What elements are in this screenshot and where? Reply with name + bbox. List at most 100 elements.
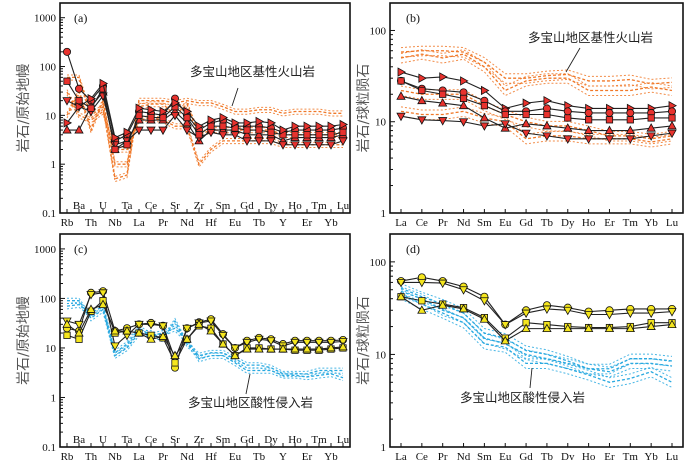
data-point-triangle-up [458,303,469,313]
x-tick-label: Tb [541,451,554,460]
data-point-square [195,131,203,139]
data-point-square [339,128,347,136]
field-band-line [400,45,673,80]
data-point-triangle-up [74,328,84,337]
x-tick-label: Hf [205,217,217,229]
field-annotation: 多宝山地区基性火山岩 [528,30,653,45]
data-point-triangle-down [625,135,635,144]
field-line-field-2 [400,53,673,92]
x-tick-label: Ce [145,434,157,446]
data-point-triangle-up [521,118,531,128]
data-point-triangle-right [460,76,469,86]
field-band-line [67,297,343,372]
x-tick-label: Er [302,217,313,229]
data-point-triangle-right [303,121,313,131]
data-point-circle [75,84,84,93]
data-point-triangle-right [123,127,133,137]
data-point-square [75,97,83,105]
data-point-triangle-down [646,132,656,141]
data-point-triangle-up [479,112,490,122]
data-point-triangle-up [206,325,216,335]
data-point-triangle-down [302,338,312,348]
data-point-square [159,113,167,122]
x-tick-label: Yb [324,217,338,229]
data-point-triangle-down [583,135,594,144]
data-point-triangle-up [479,314,490,323]
data-point-triangle-up [110,325,120,335]
data-point-square [147,113,155,122]
x-tick-label: Ba [73,434,85,446]
x-tick-label: Tm [623,217,639,229]
data-point-triangle-up [326,342,336,352]
data-point-triangle-down [134,126,144,136]
data-point-triangle-up [254,344,264,353]
field-line-field-4 [400,110,673,143]
data-point-triangle-down [182,126,192,136]
y-tick-label: 1 [381,442,387,454]
data-point-circle [605,108,614,117]
data-point-triangle-down [604,311,615,320]
data-point-triangle-down [290,338,300,348]
x-tick-label: Pr [158,217,168,229]
data-point-square [439,90,447,98]
data-point-triangle-up [278,344,288,353]
data-point-square [585,116,593,124]
field-band-line [400,288,673,379]
y-tick-label: 10 [375,117,387,129]
x-tick-label: Yb [644,217,658,229]
data-point-triangle-right [63,118,73,128]
data-point-circle [563,107,572,116]
data-point-triangle-up [625,125,635,134]
x-tick-label: Tm [311,434,327,446]
data-point-square [397,77,405,85]
data-point-triangle-up [98,299,108,309]
data-point-triangle-down [479,297,490,306]
data-point-circle [626,108,635,117]
panel-label: (c) [74,242,87,256]
data-point-triangle-up [521,323,531,333]
x-tick-label: U [99,200,107,212]
data-point-triangle-down [438,279,448,289]
data-point-triangle-up [62,125,72,134]
plot-frame [389,233,684,448]
x-tick-label: Eu [499,451,512,460]
field-band-line [400,55,673,90]
x-tick-label: Y [279,217,287,229]
data-point-square [605,116,614,124]
data-point-triangle-down [254,137,264,146]
x-tick-label: Nd [180,217,194,229]
data-point-triangle-down [62,97,72,106]
data-point-square [303,131,311,139]
data-point-triangle-down [326,338,336,348]
data-point-triangle-down [314,141,324,150]
data-point-triangle-right [315,121,325,131]
data-point-square [522,110,530,119]
data-point-triangle-up [230,350,240,360]
field-band-line [400,49,673,87]
annotation-leader-line [529,367,533,389]
panel-label: (a) [74,11,87,25]
y-tick-label: 1000 [34,244,57,256]
data-point-triangle-down [625,309,635,319]
field-band-line [400,58,673,97]
x-tick-label: Ho [288,434,302,446]
field-line-field-3 [400,290,673,373]
series-line-sample-5 [400,115,673,140]
data-point-triangle-right [267,118,277,128]
data-point-triangle-right [397,67,407,77]
y-tick-label: 0.1 [42,208,56,220]
data-point-triangle-down [458,118,469,127]
x-tick-label: La [133,451,145,460]
data-point-square [243,126,251,134]
data-point-triangle-up [396,91,406,100]
data-point-triangle-down [458,286,469,295]
data-point-triangle-up [266,344,276,353]
x-tick-label: Y [279,451,287,460]
x-tick-label: Rb [61,451,74,460]
series-line-sample-2 [401,281,673,326]
data-point-triangle-down [583,311,594,320]
data-point-square [291,131,299,139]
data-point-square [501,110,509,119]
x-tick-label: Ce [145,200,157,212]
